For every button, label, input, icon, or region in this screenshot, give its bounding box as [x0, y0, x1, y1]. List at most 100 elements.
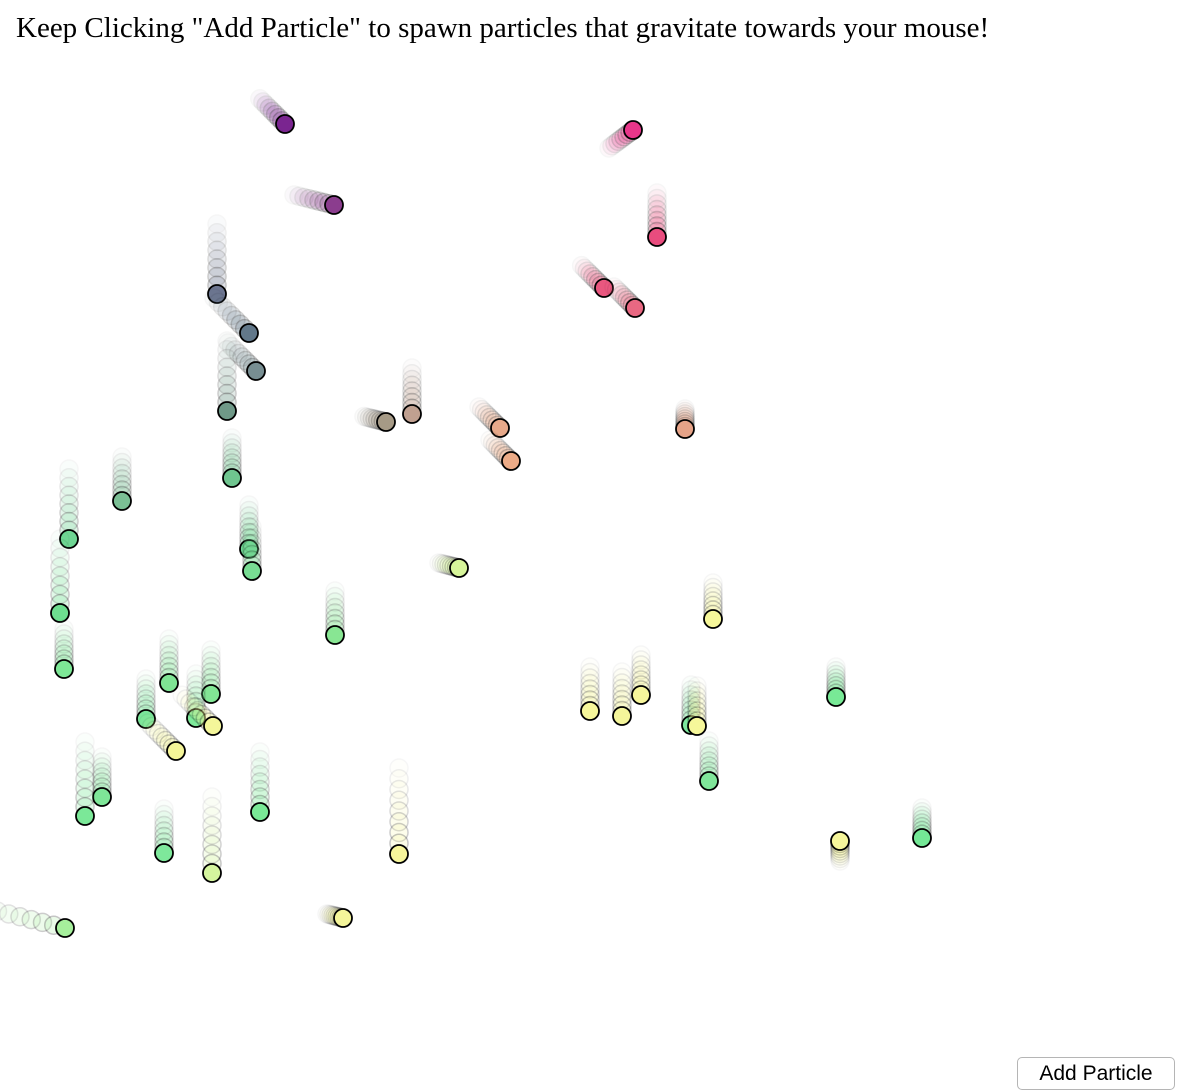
- particle: [201, 645, 221, 704]
- particle-trail: [92, 767, 112, 787]
- particle-canvas[interactable]: [0, 60, 1190, 1090]
- particle-head: [239, 323, 259, 343]
- particle: [176, 689, 223, 736]
- particle-head: [202, 863, 222, 883]
- particle-trail: [112, 458, 132, 478]
- particle-trail: [580, 673, 600, 694]
- particle-trail: [574, 258, 595, 279]
- particle-trail: [112, 469, 132, 489]
- particle-trail: [402, 364, 422, 384]
- particle-trail: [325, 592, 345, 612]
- particle: [202, 796, 222, 883]
- particle-head: [239, 539, 259, 559]
- particle-trail: [647, 205, 667, 225]
- particle-trail: [488, 438, 508, 458]
- particle-trail: [54, 629, 74, 649]
- particle-trail: [222, 438, 242, 458]
- particle-trail: [75, 769, 95, 789]
- particle-head: [623, 120, 643, 140]
- particle-trail: [187, 700, 208, 721]
- particle-trail: [471, 399, 492, 420]
- particle-trail: [250, 779, 270, 800]
- particle-head: [490, 418, 510, 438]
- particle-trail: [159, 640, 179, 660]
- particle-head: [275, 114, 295, 134]
- particle-trail: [631, 660, 651, 680]
- particle-trail: [225, 340, 245, 360]
- particle-trail: [681, 680, 701, 700]
- particle-trail: [325, 603, 345, 623]
- particle-trail: [703, 582, 723, 602]
- particle-trail: [325, 586, 345, 607]
- particle: [141, 716, 186, 761]
- particle: [675, 401, 695, 439]
- add-particle-button[interactable]: Add Particle: [1017, 1057, 1175, 1090]
- particle-trail: [154, 815, 174, 836]
- particle-head: [699, 771, 719, 791]
- particle: [612, 667, 632, 726]
- particle-trail: [152, 727, 172, 747]
- particle-trail: [294, 187, 314, 208]
- particle: [830, 831, 850, 869]
- particle-trail: [289, 186, 309, 206]
- particle: [602, 120, 643, 156]
- particle-trail: [232, 347, 252, 367]
- particle-trail: [631, 650, 651, 670]
- particle-trail: [0, 901, 8, 921]
- particle-head: [449, 558, 469, 578]
- particle-trail: [207, 231, 227, 252]
- particle-head: [376, 412, 396, 432]
- particle-trail: [250, 764, 270, 785]
- particle-trail: [201, 662, 221, 682]
- particle-trail: [217, 301, 237, 321]
- particle-trail: [912, 802, 932, 822]
- particle-trail: [703, 577, 723, 598]
- particle-trail: [32, 912, 53, 933]
- particle-head: [59, 529, 79, 549]
- particle-trail: [250, 749, 270, 770]
- particle: [239, 500, 259, 559]
- particle-trail: [92, 762, 112, 782]
- particle-trail: [612, 667, 632, 688]
- particle-trail: [357, 407, 377, 427]
- particle-trail: [687, 696, 707, 716]
- particle-trail: [262, 101, 283, 122]
- particle-trail: [136, 689, 156, 709]
- particle-trail: [681, 685, 701, 705]
- particle-trail: [154, 804, 174, 825]
- particle-trail: [186, 686, 206, 706]
- particle-trail: [242, 528, 262, 548]
- particle-trail: [202, 806, 222, 826]
- particle-head: [703, 609, 723, 629]
- particle-head: [166, 741, 186, 761]
- particle-trail: [207, 240, 227, 260]
- particle-trail: [92, 752, 112, 772]
- particle-trail: [402, 369, 422, 390]
- particle-trail: [217, 340, 237, 360]
- particle-head: [402, 404, 422, 424]
- particle-trail: [699, 746, 719, 766]
- particle-trail: [647, 188, 667, 209]
- particle-trail: [10, 907, 30, 927]
- particle: [699, 736, 719, 791]
- particle-trail: [612, 684, 632, 704]
- particle: [217, 340, 237, 421]
- particle-head: [647, 227, 667, 247]
- particle-head: [112, 491, 132, 511]
- particle-trail: [186, 680, 206, 701]
- particle: [207, 223, 227, 304]
- particle: [482, 432, 521, 471]
- particle-trail: [75, 778, 95, 798]
- particle-trail: [226, 310, 246, 330]
- particle-trail: [221, 305, 242, 326]
- particle-trail: [612, 678, 632, 699]
- particle-head: [333, 908, 353, 928]
- particle-trail: [159, 645, 179, 666]
- particle: [319, 904, 353, 928]
- particle-head: [75, 806, 95, 826]
- particle-trail: [389, 790, 409, 810]
- particle-trail: [222, 433, 242, 453]
- particle-trail: [59, 494, 79, 514]
- particle-trail: [54, 639, 74, 659]
- particle-trail: [253, 92, 273, 112]
